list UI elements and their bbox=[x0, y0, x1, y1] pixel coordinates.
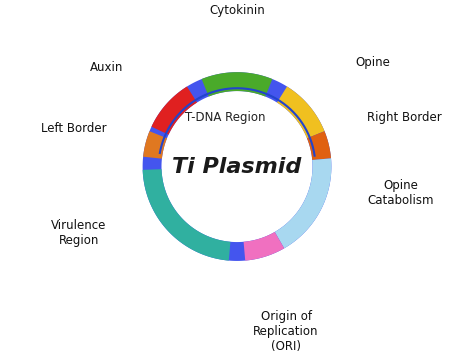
Polygon shape bbox=[275, 158, 331, 248]
Text: Origin of
Replication
(ORI): Origin of Replication (ORI) bbox=[253, 310, 319, 353]
Polygon shape bbox=[143, 131, 167, 159]
Text: Auxin: Auxin bbox=[91, 61, 124, 74]
Polygon shape bbox=[277, 87, 325, 138]
Text: Right Border: Right Border bbox=[367, 111, 442, 124]
Polygon shape bbox=[152, 87, 197, 135]
Text: Virulence
Region: Virulence Region bbox=[51, 219, 107, 247]
Text: Opine
Catabolism: Opine Catabolism bbox=[367, 179, 434, 207]
Polygon shape bbox=[143, 169, 230, 261]
Text: T-DNA Region: T-DNA Region bbox=[185, 111, 266, 124]
Polygon shape bbox=[307, 131, 331, 160]
Polygon shape bbox=[143, 72, 331, 261]
Polygon shape bbox=[201, 72, 273, 97]
Polygon shape bbox=[244, 232, 284, 261]
Text: Opine: Opine bbox=[355, 56, 390, 69]
Text: Left Border: Left Border bbox=[41, 122, 107, 135]
Text: Ti Plasmid: Ti Plasmid bbox=[173, 156, 301, 176]
Text: Cytokinin: Cytokinin bbox=[209, 4, 265, 18]
